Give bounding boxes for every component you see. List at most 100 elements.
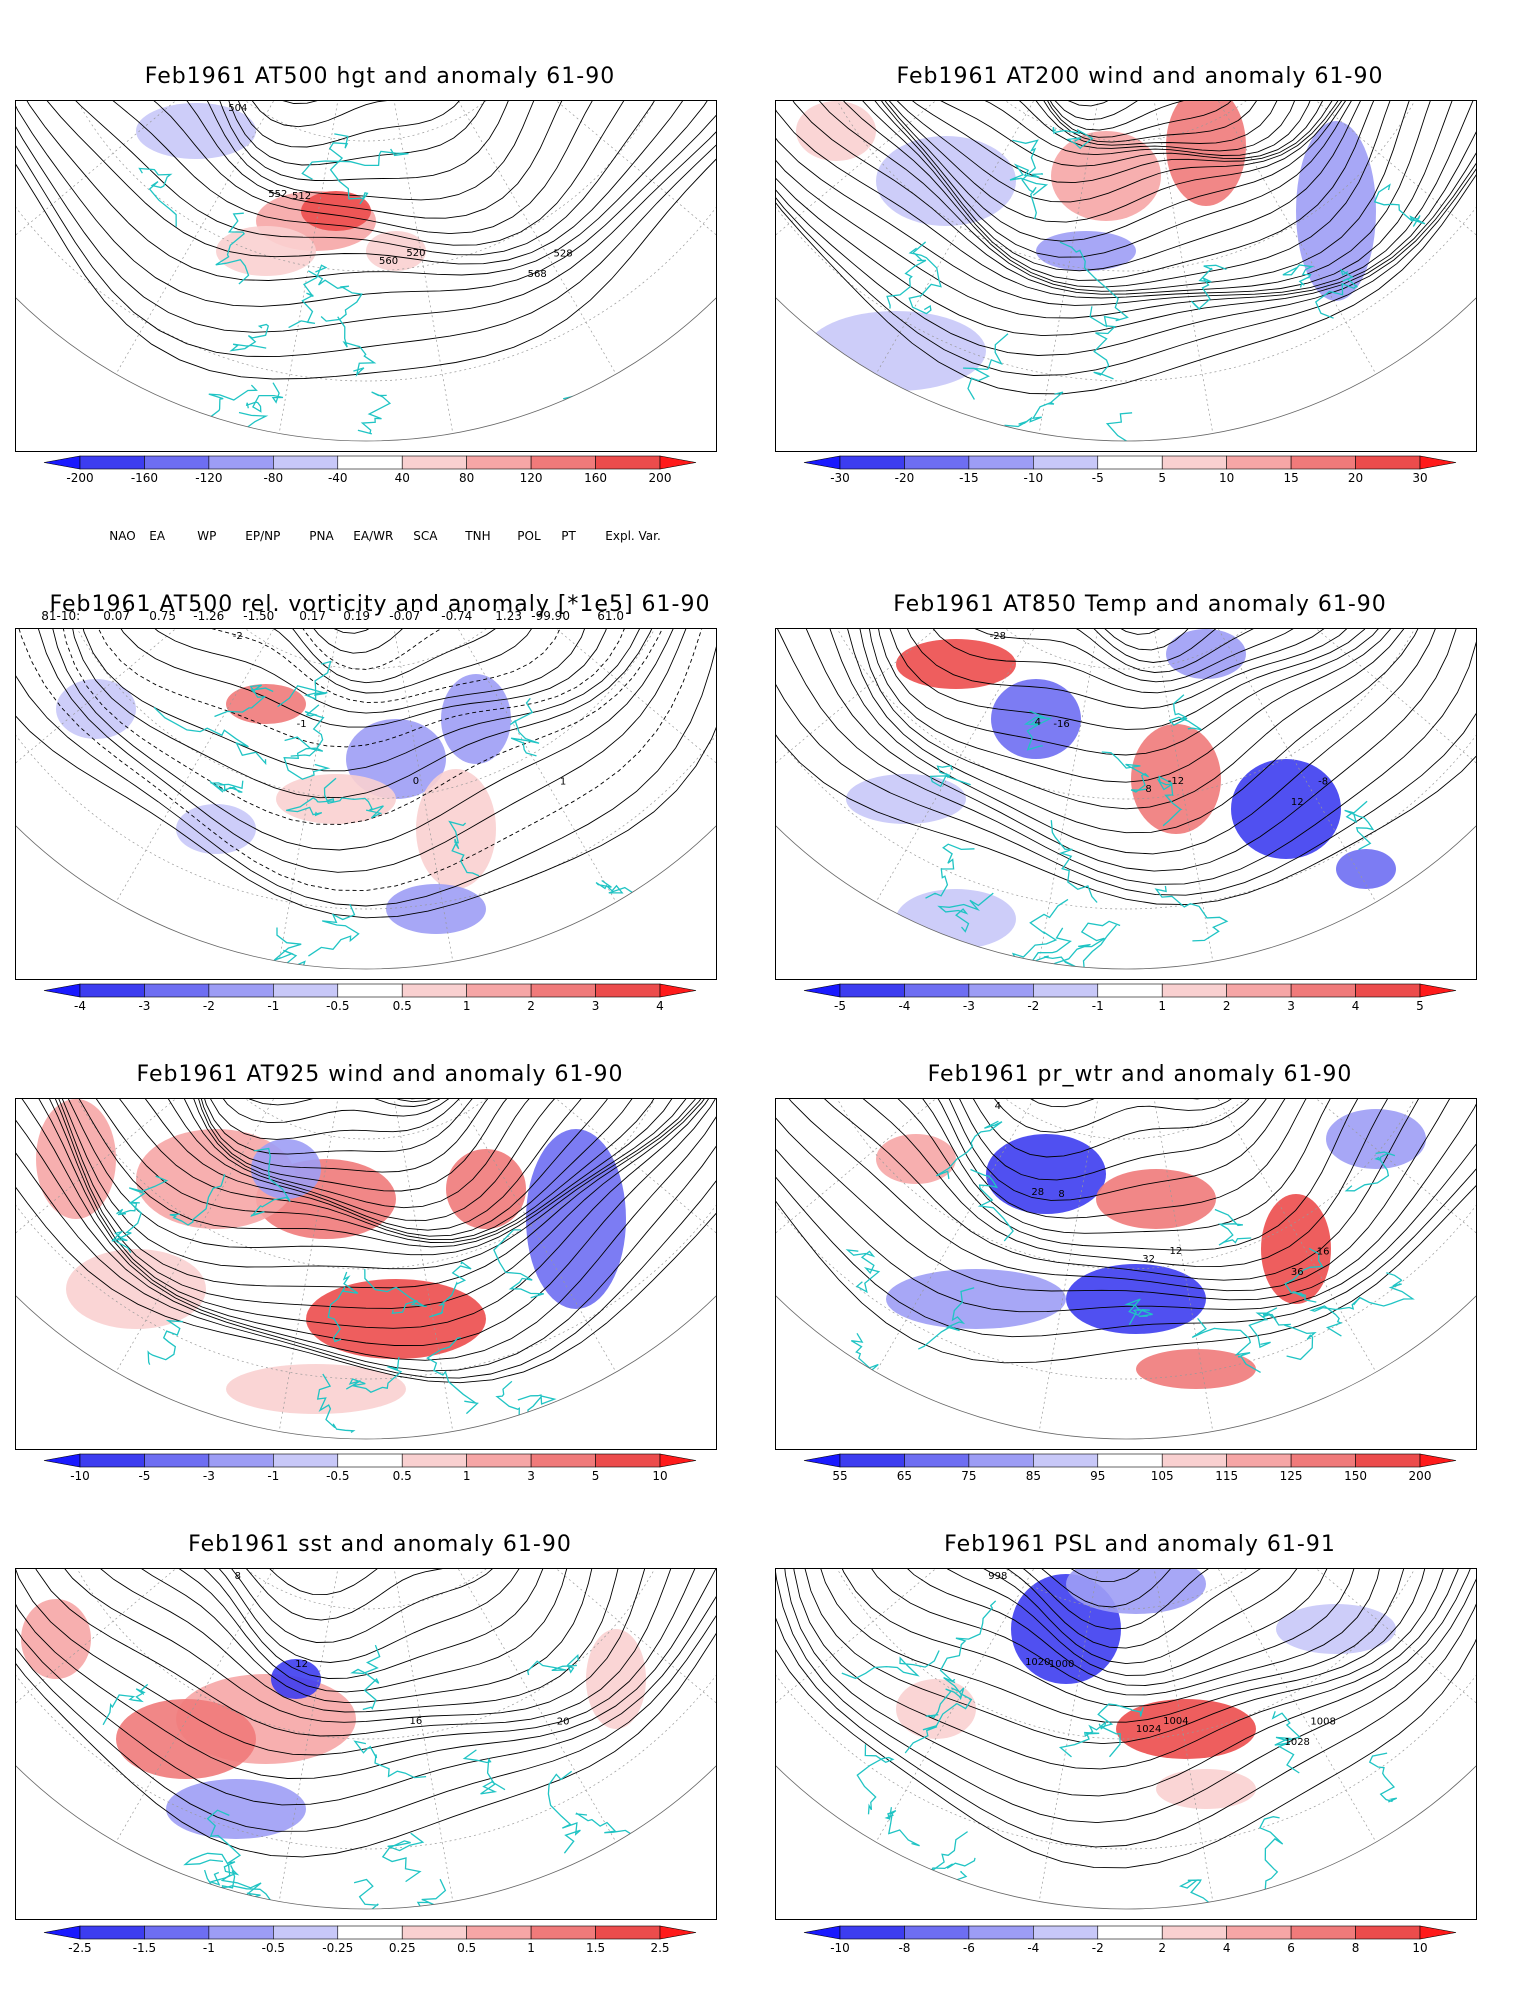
hemisphere-edge (16, 825, 716, 970)
colorbar-tick-label: 4 (1223, 1941, 1231, 1955)
colorbar-max-triangle (659, 455, 697, 470)
meridian-line (365, 1099, 716, 1111)
meridian-line (365, 101, 716, 113)
colorbar-tick-label: 3 (527, 1469, 535, 1483)
contour-line (16, 629, 716, 907)
contour-line (32, 1099, 694, 1248)
colorbar-min-triangle (803, 1925, 841, 1940)
idx-value: -0.07 (389, 609, 421, 623)
contour-line (869, 1099, 1398, 1219)
contour-line (987, 101, 1288, 121)
contour-label: -2 (233, 631, 243, 642)
colorbar-swatch (1161, 455, 1227, 470)
colorbar-swatch (401, 1453, 467, 1468)
meridian-line (365, 1569, 716, 1581)
map-t850: -28 -16 -12 -8 4 8 12 (775, 628, 1477, 980)
anomaly-shading (1296, 121, 1376, 301)
colorbar-psl: -10 -8 -6 -4 -2 2 4 6 8 10 (803, 1925, 1457, 1966)
contour-line (776, 629, 1476, 896)
contour-line (784, 629, 1461, 855)
anomaly-shading (271, 1659, 321, 1699)
contour-line (26, 1099, 716, 1270)
contour-line (113, 629, 601, 714)
colorbar-swatch (273, 1453, 339, 1468)
panel-title: Feb1961 AT850 Temp and anomaly 61-90 (893, 592, 1387, 617)
colorbar-tick-label: 75 (961, 1469, 976, 1483)
contour-line (798, 101, 1444, 288)
contour-label: 1024 (1136, 1724, 1161, 1735)
meridian-line (1125, 101, 1214, 434)
colorbar-tick-label: -120 (195, 471, 222, 485)
colorbar-tick-label: 0.5 (393, 1469, 412, 1483)
contour-line (985, 1569, 1287, 1583)
colorbar-swatch (208, 455, 274, 470)
anomaly-shading (1166, 629, 1246, 679)
hemisphere-edge (16, 1765, 716, 1910)
coastline (111, 1201, 142, 1253)
coastline (308, 903, 360, 957)
coastline (273, 927, 314, 969)
anomaly-shading (366, 231, 426, 271)
coastline (1105, 412, 1164, 441)
latitude-circle (165, 629, 567, 670)
panel-title: Feb1961 PSL and anomaly 61-91 (944, 1532, 1336, 1557)
contour-line (16, 101, 716, 358)
contour-line (865, 101, 1407, 203)
colorbar-swatch (401, 1925, 467, 1940)
panel-title: Feb1961 AT200 wind and anomaly 61-90 (896, 64, 1384, 89)
contour-line (890, 1099, 1388, 1201)
anomaly-shading (876, 136, 1016, 226)
idx-value: -99.90 (531, 609, 570, 623)
coastline (1284, 1247, 1324, 1303)
coastline (337, 316, 377, 377)
colorbar-swatch (904, 1925, 970, 1940)
contour-line (16, 1569, 705, 1737)
anomaly-shading (1036, 231, 1136, 271)
colorbar-tick-label: 3 (592, 999, 600, 1013)
coastline (1309, 1297, 1361, 1337)
meridian-line (1125, 629, 1214, 962)
coastline (110, 416, 161, 441)
colorbar-max-triangle (1419, 1453, 1457, 1468)
anomaly-shading (306, 1279, 486, 1359)
coastline (884, 1807, 920, 1847)
colorbar-swatch (79, 1925, 145, 1940)
colorbar-tick-label: -20 (895, 471, 915, 485)
contour-line (907, 1569, 1330, 1665)
colorbar-swatch (1226, 455, 1292, 470)
colorbar-tick-label: -10 (70, 1469, 90, 1483)
contour-line (972, 101, 1291, 131)
contour-label: 1000 (1049, 1659, 1074, 1670)
colorbar-swatch (1290, 455, 1356, 470)
coastline (116, 1175, 169, 1216)
contour-line (817, 1099, 1420, 1251)
contour-line (16, 101, 715, 265)
coastline (1353, 1272, 1415, 1307)
contour-line (818, 101, 1438, 281)
contour-line (875, 101, 1371, 167)
map-field (16, 629, 716, 969)
idx-value: 61.0 (597, 609, 624, 623)
map-svg (776, 101, 1476, 442)
colorbar-swatch (1355, 1925, 1421, 1940)
coastline (307, 270, 363, 322)
contour-line (836, 101, 1435, 272)
colorbar-swatch (904, 983, 970, 998)
colorbar-swatch (79, 1453, 145, 1468)
contour-line (830, 629, 1442, 810)
contour-line (776, 101, 1468, 295)
meridian-line (776, 1569, 1127, 1731)
colorbar-swatch (1033, 455, 1099, 470)
colorbar-tick-label: -3 (138, 999, 150, 1013)
colorbar-max-triangle (659, 1925, 697, 1940)
colorbar-swatch (839, 1925, 905, 1940)
colorbar-tick-label: 2 (527, 999, 535, 1013)
contour-line (156, 1569, 595, 1663)
contour-line (16, 1569, 716, 1779)
contour-line (56, 629, 709, 825)
colorbar-tick-label: -2 (1027, 999, 1039, 1013)
colorbar-swatch (144, 455, 210, 470)
meridian-line (16, 1569, 367, 1581)
contour-line (22, 101, 688, 256)
latitude-circle (776, 1099, 1476, 1380)
